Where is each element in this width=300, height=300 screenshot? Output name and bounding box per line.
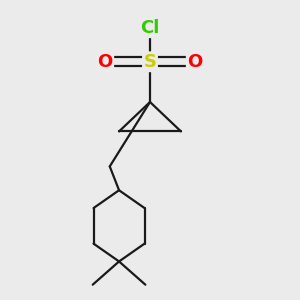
Text: O: O <box>187 53 202 71</box>
Text: S: S <box>143 53 157 71</box>
Text: O: O <box>98 53 113 71</box>
Text: Cl: Cl <box>140 19 160 37</box>
